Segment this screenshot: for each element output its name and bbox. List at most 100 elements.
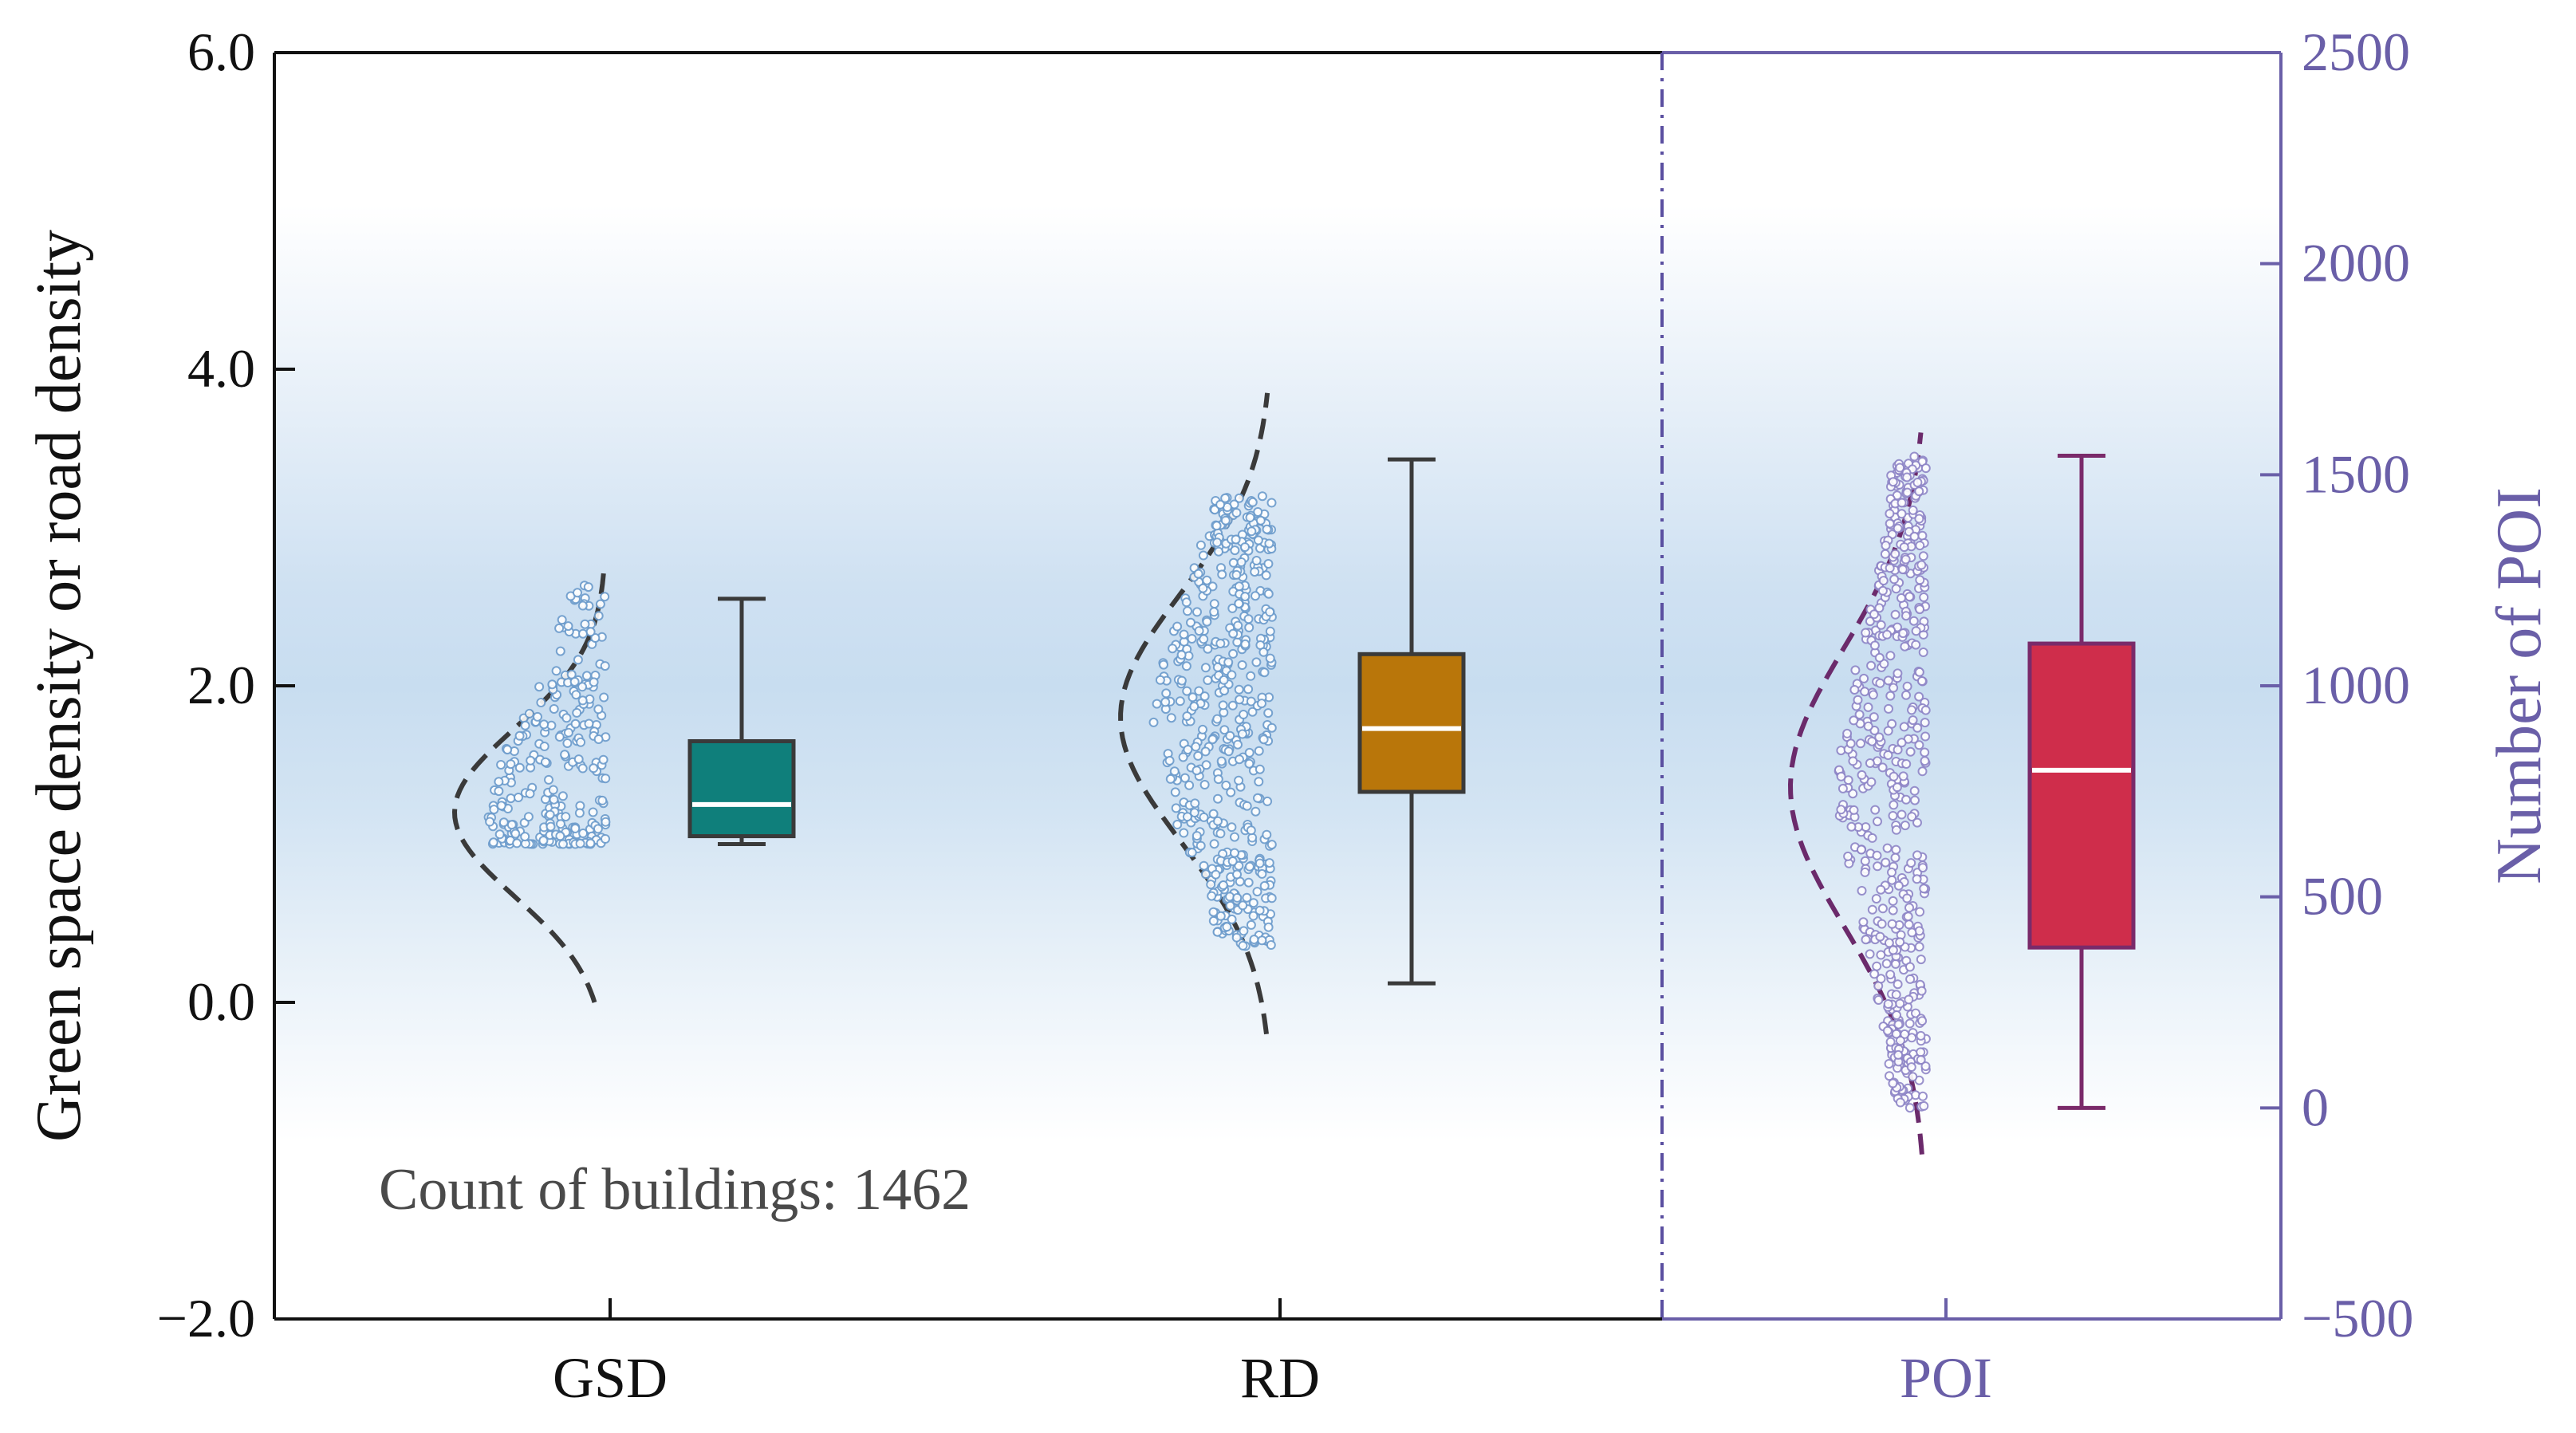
data-point: [1209, 599, 1219, 609]
data-point: [1863, 721, 1873, 731]
data-point: [1175, 696, 1185, 707]
data-point: [1912, 478, 1923, 487]
data-point: [526, 755, 536, 766]
data-point: [1168, 644, 1178, 654]
data-point: [1182, 812, 1192, 822]
data-point: [1161, 688, 1172, 699]
data-point: [1247, 707, 1258, 717]
data-point: [1884, 938, 1894, 948]
data-point: [1192, 607, 1202, 617]
data-point: [1904, 903, 1914, 913]
data-point: [1888, 811, 1898, 821]
data-point: [1893, 880, 1904, 891]
data-point: [1843, 851, 1853, 861]
data-point: [1242, 892, 1252, 903]
data-point: [1836, 805, 1846, 815]
data-point: [1209, 839, 1219, 849]
data-point: [1200, 869, 1211, 880]
data-point: [548, 785, 558, 795]
data-point: [1893, 668, 1903, 679]
data-point: [1842, 728, 1853, 738]
data-point: [1876, 620, 1886, 630]
data-point: [1900, 641, 1910, 652]
x-tick-label-rd: RD: [1240, 1346, 1320, 1410]
data-point: [1871, 894, 1881, 903]
data-point: [1909, 531, 1920, 541]
data-point: [1869, 969, 1880, 979]
data-point: [1265, 607, 1275, 617]
data-point: [1217, 569, 1227, 580]
data-point: [1902, 681, 1912, 691]
data-point: [572, 707, 582, 718]
data-point: [1237, 729, 1247, 739]
data-point: [1159, 659, 1168, 670]
left-axis-title: Green space density or road density: [24, 230, 94, 1142]
data-point: [1848, 756, 1858, 766]
data-point: [1895, 998, 1905, 1009]
data-point: [1266, 893, 1277, 903]
left-tick-label: 0.0: [187, 971, 255, 1032]
data-point: [533, 711, 542, 722]
data-point: [1189, 808, 1199, 818]
data-point: [1259, 880, 1270, 891]
data-point: [1895, 1036, 1905, 1045]
data-point: [1181, 597, 1191, 608]
data-point: [1262, 829, 1272, 840]
data-point: [494, 786, 504, 797]
data-point: [489, 805, 499, 815]
data-point: [1898, 771, 1908, 781]
data-point: [1227, 603, 1238, 613]
data-point: [1251, 806, 1261, 817]
data-point: [1172, 820, 1183, 829]
data-point: [1213, 774, 1223, 785]
data-point: [1236, 557, 1247, 567]
data-point: [1902, 487, 1912, 498]
data-point: [1901, 611, 1911, 621]
density-curve-rd: [1118, 392, 1270, 1035]
data-point: [1897, 565, 1908, 575]
data-point: [577, 695, 588, 706]
data-point: [1203, 644, 1213, 654]
data-point: [1251, 657, 1262, 667]
data-point: [1244, 747, 1255, 758]
data-point: [1257, 935, 1267, 946]
data-point: [1920, 1061, 1931, 1072]
data-point: [1187, 848, 1197, 858]
data-point: [589, 677, 599, 687]
data-point: [514, 793, 523, 802]
data-point: [1198, 724, 1207, 734]
data-point: [1873, 995, 1884, 1005]
data-point: [1250, 567, 1260, 577]
data-point: [1179, 828, 1189, 838]
data-point: [1248, 898, 1258, 908]
data-point: [1246, 696, 1256, 707]
data-point: [1877, 903, 1888, 914]
data-point: [1911, 640, 1921, 650]
data-point: [601, 774, 611, 784]
data-point: [571, 690, 581, 700]
data-point: [1888, 896, 1898, 906]
data-point: [539, 719, 549, 730]
data-point: [1916, 560, 1927, 570]
data-point: [1243, 684, 1254, 695]
data-point: [1867, 736, 1877, 746]
data-point: [1900, 821, 1910, 831]
data-point: [1234, 684, 1244, 695]
data-point: [1231, 569, 1242, 580]
data-point: [1870, 805, 1881, 815]
data-point: [1190, 798, 1200, 809]
data-point: [1893, 523, 1903, 533]
data-point: [1198, 583, 1208, 593]
data-point: [1182, 686, 1192, 696]
data-point: [1239, 710, 1249, 719]
data-point: [551, 666, 561, 676]
data-point: [1202, 616, 1212, 627]
data-point: [1902, 472, 1912, 482]
data-point: [1266, 940, 1276, 950]
data-point: [1244, 758, 1255, 769]
data-point: [1874, 732, 1885, 742]
data-point: [1866, 777, 1877, 787]
data-point: [512, 838, 522, 848]
data-point: [1914, 691, 1924, 702]
data-point: [506, 793, 516, 804]
